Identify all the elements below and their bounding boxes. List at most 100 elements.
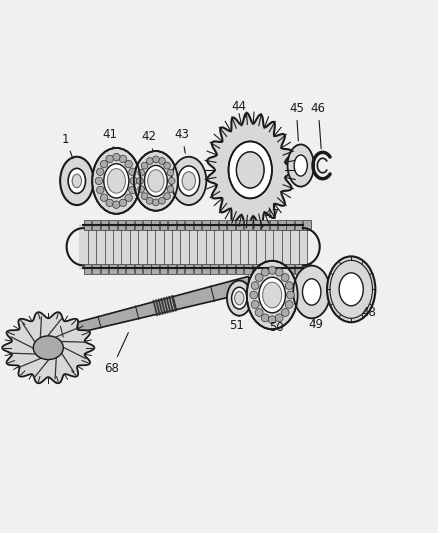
Polygon shape [159, 220, 167, 230]
Ellipse shape [96, 186, 104, 193]
Ellipse shape [275, 314, 283, 322]
Ellipse shape [128, 186, 136, 193]
Text: 41: 41 [102, 128, 117, 147]
Polygon shape [168, 220, 176, 230]
Ellipse shape [251, 301, 258, 309]
Polygon shape [193, 264, 201, 274]
Ellipse shape [147, 169, 164, 192]
Ellipse shape [141, 162, 148, 169]
Polygon shape [201, 220, 209, 230]
Ellipse shape [163, 162, 170, 169]
Polygon shape [177, 220, 184, 230]
Ellipse shape [95, 177, 102, 184]
Ellipse shape [302, 279, 320, 305]
Ellipse shape [231, 287, 246, 309]
Ellipse shape [125, 160, 132, 168]
Polygon shape [143, 220, 150, 230]
Text: 42: 42 [141, 131, 156, 150]
Ellipse shape [144, 165, 167, 197]
Ellipse shape [254, 273, 262, 281]
Polygon shape [235, 264, 243, 274]
Ellipse shape [100, 160, 107, 168]
Ellipse shape [141, 193, 148, 199]
Ellipse shape [96, 168, 104, 175]
Ellipse shape [106, 155, 113, 163]
Polygon shape [100, 264, 108, 274]
Ellipse shape [167, 169, 173, 176]
Ellipse shape [261, 268, 268, 276]
Ellipse shape [167, 186, 173, 192]
Polygon shape [134, 220, 142, 230]
Polygon shape [252, 220, 260, 230]
Polygon shape [261, 220, 268, 230]
Ellipse shape [60, 157, 93, 205]
Ellipse shape [134, 151, 177, 211]
Ellipse shape [128, 168, 136, 175]
Polygon shape [294, 264, 302, 274]
Polygon shape [219, 264, 226, 274]
Polygon shape [117, 220, 125, 230]
Ellipse shape [234, 292, 244, 305]
Text: 49: 49 [308, 318, 323, 331]
Text: 46: 46 [310, 102, 325, 149]
Text: 43: 43 [174, 128, 189, 153]
Ellipse shape [130, 177, 137, 184]
Text: 50: 50 [268, 321, 283, 335]
Ellipse shape [246, 261, 297, 329]
Polygon shape [126, 220, 133, 230]
Ellipse shape [113, 201, 120, 208]
Ellipse shape [158, 197, 165, 204]
Polygon shape [168, 264, 176, 274]
Ellipse shape [138, 186, 144, 192]
Polygon shape [92, 220, 99, 230]
Ellipse shape [113, 154, 120, 161]
Polygon shape [201, 264, 209, 274]
Ellipse shape [119, 155, 127, 163]
Polygon shape [23, 277, 251, 345]
Ellipse shape [72, 174, 81, 188]
Ellipse shape [326, 256, 374, 322]
Polygon shape [261, 264, 268, 274]
Ellipse shape [262, 282, 281, 308]
Polygon shape [126, 264, 133, 274]
Ellipse shape [138, 169, 144, 176]
Ellipse shape [249, 291, 257, 299]
Polygon shape [109, 220, 117, 230]
Polygon shape [235, 220, 243, 230]
Ellipse shape [281, 309, 289, 317]
Polygon shape [193, 220, 201, 230]
Polygon shape [277, 220, 285, 230]
Polygon shape [159, 264, 167, 274]
Ellipse shape [226, 280, 251, 316]
Polygon shape [244, 220, 251, 230]
Text: 44: 44 [231, 100, 246, 117]
Ellipse shape [287, 144, 313, 187]
Ellipse shape [281, 273, 289, 281]
Ellipse shape [163, 193, 170, 199]
Ellipse shape [33, 336, 63, 360]
Ellipse shape [268, 316, 276, 324]
Ellipse shape [285, 301, 293, 309]
Polygon shape [294, 220, 302, 230]
Ellipse shape [293, 155, 307, 176]
Polygon shape [79, 224, 307, 270]
Polygon shape [303, 220, 310, 230]
Polygon shape [83, 230, 302, 264]
Polygon shape [84, 220, 91, 230]
Polygon shape [219, 220, 226, 230]
Text: 45: 45 [288, 102, 303, 141]
Polygon shape [227, 264, 234, 274]
Polygon shape [100, 220, 108, 230]
Polygon shape [92, 264, 99, 274]
Ellipse shape [251, 281, 258, 289]
Ellipse shape [168, 177, 175, 184]
Ellipse shape [125, 194, 132, 201]
Ellipse shape [152, 156, 159, 163]
Ellipse shape [171, 157, 206, 205]
Polygon shape [269, 220, 276, 230]
Ellipse shape [146, 197, 153, 204]
Polygon shape [210, 220, 218, 230]
Ellipse shape [286, 291, 294, 299]
Ellipse shape [177, 166, 199, 196]
Ellipse shape [261, 314, 268, 322]
